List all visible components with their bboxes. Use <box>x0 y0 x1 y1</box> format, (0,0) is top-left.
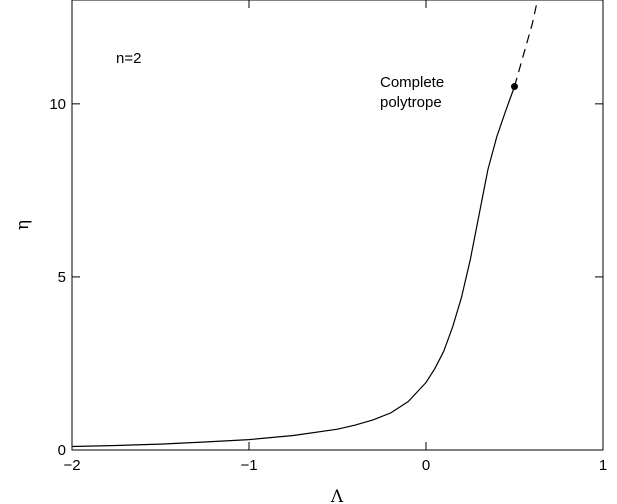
ticks <box>71 0 604 451</box>
x-axis-title: Λ <box>330 487 344 504</box>
y-tick-label: 5 <box>58 269 66 286</box>
points-group <box>511 83 518 91</box>
annotation-n: n=2 <box>116 50 141 67</box>
x-tick-label: 0 <box>422 457 430 474</box>
plot-frame <box>71 0 604 451</box>
y-tick-label: 10 <box>49 96 66 113</box>
x-tick-label: −1 <box>240 457 257 474</box>
x-tick-label: 1 <box>599 457 607 474</box>
annotation-complete: Complete <box>380 74 444 91</box>
series-line-dashed <box>513 0 539 87</box>
marker-point <box>511 83 518 91</box>
y-tick-label: 0 <box>58 442 66 459</box>
y-axis-title: η <box>13 220 33 230</box>
series-group <box>71 0 539 448</box>
x-tick-label: −2 <box>63 457 80 474</box>
series-line-solid <box>71 86 516 448</box>
annotation-polytrope: polytrope <box>380 94 442 111</box>
